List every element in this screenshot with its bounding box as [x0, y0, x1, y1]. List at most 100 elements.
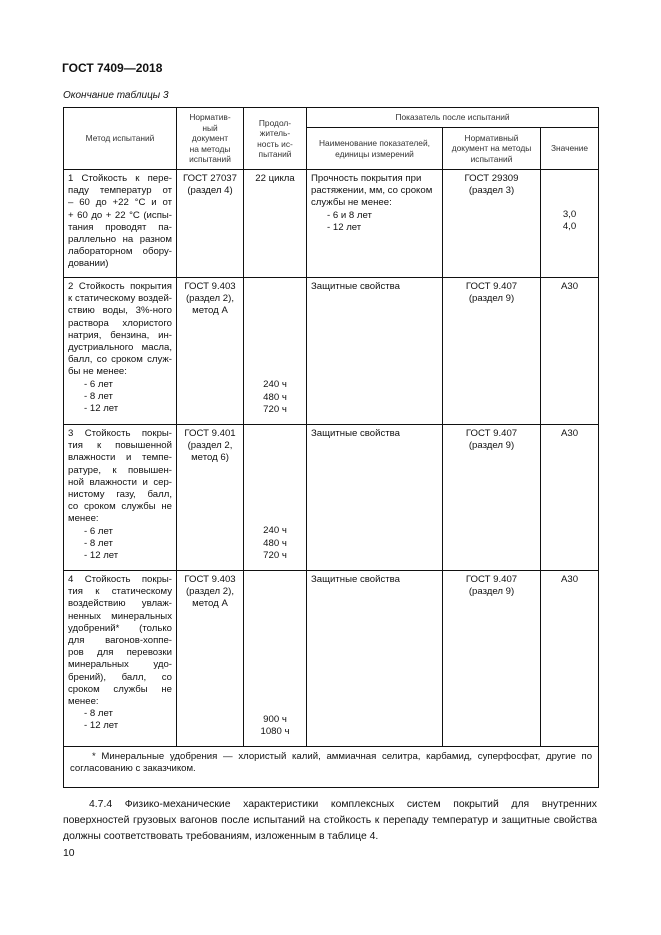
text-line: 720 ч [263, 403, 287, 415]
text-line: документ [191, 133, 229, 144]
text-line: (раздел 9) [468, 293, 515, 305]
text-line: - 12 лет [327, 221, 362, 233]
indicator-doc-cell: ГОСТ 9.407 (раздел 9) [442, 277, 541, 425]
text-line: удобрений* (только [68, 622, 172, 634]
text-line: ной влажности и сер- [68, 476, 172, 488]
indicator-doc-cell: ГОСТ 9.407 (раздел 9) [442, 424, 541, 571]
text-line: 240 ч [263, 379, 287, 391]
method-cell: 3 Стойкость покры-тия к повышенной влажно… [63, 424, 177, 571]
value-cell: А30 [539, 570, 600, 747]
text-line: ГОСТ 9.403 [184, 574, 236, 585]
text-line: ГОСТ 27037 [183, 173, 237, 184]
text-line: 1 Стойкость к пере- [68, 173, 172, 184]
text-line: Продол- [258, 117, 292, 128]
text-line: ГОСТ 29309 [464, 173, 519, 184]
document-title: ГОСТ 7409—2018 [62, 61, 163, 75]
method-cell: 2 Стойкость покрытия к статическому возде… [63, 277, 177, 425]
table-row: 2 Стойкость покрытия к статическому возде… [63, 277, 600, 425]
norm-doc-cell: ГОСТ 9.403 (раздел 2), метод А [176, 570, 244, 747]
text-line: А30 [560, 281, 579, 292]
text-line: испытаний [189, 154, 231, 165]
indicator-name-cell: Прочность покрытия при растяжении, мм, со… [306, 169, 443, 278]
text-line: метод А [192, 598, 228, 610]
header-indicator-name: Наименование показателей, единицы измерен… [306, 127, 443, 170]
method-cell: 1 Стойкость к пере-паду температур от – 6… [63, 169, 177, 278]
text-line: Защитные свойства [311, 281, 400, 292]
duration-cell: 900 ч 1080 ч [243, 570, 307, 747]
text-line: А30 [560, 574, 579, 585]
text-line: ГОСТ 9.401 [184, 428, 236, 439]
text-line: испытаний [470, 153, 513, 164]
text-line: дустриального масла, [68, 342, 172, 354]
text-line: 1080 ч [260, 725, 290, 737]
text-line: влажности и темпе- [68, 452, 172, 464]
text-line: 480 ч [263, 391, 287, 403]
text-line: (раздел 2), [185, 586, 235, 598]
norm-doc-cell: ГОСТ 9.401 (раздел 2, метод 6) [176, 424, 244, 571]
table-caption: Окончание таблицы 3 [63, 90, 169, 101]
text-line: - 8 лет [84, 390, 113, 402]
text-line: ров для перевозки [68, 647, 172, 659]
text-line: метод 6) [191, 452, 229, 464]
text-line: менее: [68, 696, 99, 708]
text-line: ратуре, к повышен- [68, 464, 172, 476]
text-line: 4,0 [562, 221, 577, 233]
text-line: (раздел 9) [468, 586, 515, 598]
table-row: 3 Стойкость покры-тия к повышенной влажно… [63, 424, 600, 571]
text-line: паду температур от [68, 185, 172, 197]
text-line: Наименование показателей, [319, 138, 430, 149]
text-line: растяжении, мм, со сроком [311, 185, 433, 197]
norm-doc-cell: ГОСТ 27037 (раздел 4) [176, 169, 244, 278]
text-line: для вагонов-хоппе- [68, 635, 172, 647]
value-cell: 3,0 4,0 [539, 169, 600, 278]
body-paragraph: 4.7.4 Физико-механические характеристики… [63, 799, 597, 842]
text-line: - 6 и 8 лет [327, 209, 372, 221]
text-line: ГОСТ 9.407 [465, 428, 518, 439]
method-cell: 4 Стойкость покры-тия к статическому возд… [63, 570, 177, 747]
text-line: ность ис- [257, 138, 293, 149]
text-line: А30 [560, 428, 579, 439]
text-line: 3,0 [562, 209, 577, 220]
text-line: 3 Стойкость покры- [68, 428, 172, 439]
text-line: метод А [192, 305, 228, 317]
header-norm-doc: Норматив-ный документ на методы испытаний [176, 107, 244, 170]
text-line: житель- [259, 128, 291, 139]
text-line: раствора хлористого [68, 317, 172, 329]
text-line: (раздел 4) [187, 185, 233, 197]
header-method: Метод испытаний [63, 107, 177, 170]
text-line: - 12 лет [84, 403, 119, 415]
indicator-name-cell: Защитные свойства [306, 424, 443, 571]
text-line: на методы [189, 143, 231, 154]
text-line: бы не менее: [68, 366, 127, 378]
text-line: Нормативный [464, 132, 519, 143]
text-line: ный [202, 122, 218, 133]
duration-cell: 240 ч 480 ч 720 ч [243, 277, 307, 425]
text-line: пытаний [258, 148, 292, 159]
text-line: (раздел 2, [187, 440, 233, 452]
text-line: тания проводят па- [68, 221, 172, 233]
text-line: ствию воды, 3%-ного [68, 305, 172, 317]
header-duration: Продол-житель-ность ис-пытаний [243, 107, 307, 170]
header-value: Значение [539, 127, 600, 170]
text-line: ГОСТ 9.407 [465, 281, 518, 292]
text-line: 480 ч [263, 537, 287, 549]
indicator-doc-cell: ГОСТ 29309 (раздел 3) [442, 169, 541, 278]
header-group: Показатель после испытаний [305, 107, 600, 128]
text-line: балл, со сроком служ- [68, 354, 172, 366]
test-methods-table: Метод испытаний Норматив-ный документ на м… [62, 107, 600, 788]
text-line: документ на методы [451, 143, 532, 154]
text-line: - 8 лет [84, 708, 113, 720]
text-line: + 60 до + 22 °С (испы- [68, 209, 172, 221]
text-line: - 6 лет [84, 378, 113, 390]
text-line: 22 цикла [255, 173, 295, 184]
text-line: службы не менее: [311, 197, 392, 209]
page-number: 10 [63, 848, 75, 859]
text-line: минеральных удо- [68, 659, 172, 671]
indicator-name-cell: Защитные свойства [306, 570, 443, 747]
text-line: 720 ч [263, 549, 287, 561]
text-line: 240 ч [263, 525, 287, 537]
text-line: Защитные свойства [311, 574, 400, 585]
text-line: тия к статическому [68, 586, 172, 598]
text-line: раллельно на разном [68, 234, 172, 246]
